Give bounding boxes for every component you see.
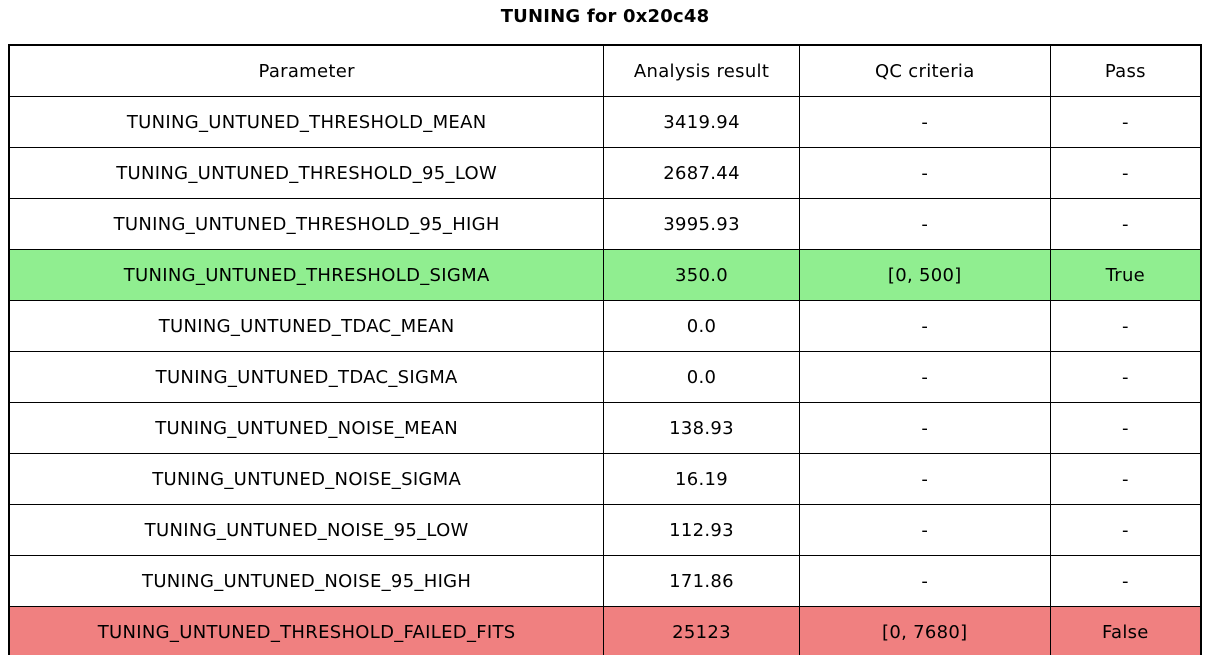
- table-row: TUNING_UNTUNED_NOISE_SIGMA 16.19- -: [8, 453, 1202, 505]
- table-row: TUNING_UNTUNED_TDAC_SIGMA 0.0- -: [8, 351, 1202, 403]
- qc-cell: [0, 500]: [798, 249, 1051, 301]
- result-cell: 3419.94: [603, 96, 800, 148]
- result-cell: 350.0: [603, 249, 800, 301]
- parameter-cell: TUNING_UNTUNED_NOISE_95_LOW: [8, 504, 605, 556]
- pass-cell: -: [1049, 96, 1202, 148]
- table-row: TUNING_UNTUNED_NOISE_95_HIGH 171.86- -: [8, 555, 1202, 607]
- table-row: TUNING_UNTUNED_THRESHOLD_MEAN 3419.94- -: [8, 96, 1202, 148]
- qc-results-table: Parameter Analysis result QC criteria Pass …: [8, 44, 1202, 655]
- result-cell: 112.93: [603, 504, 800, 556]
- pass-cell: -: [1049, 453, 1202, 505]
- result-cell: 171.86: [603, 555, 800, 607]
- parameter-cell: TUNING_UNTUNED_NOISE_MEAN: [8, 402, 605, 454]
- pass-cell: -: [1049, 504, 1202, 556]
- parameter-cell: TUNING_UNTUNED_THRESHOLD_MEAN: [8, 96, 605, 148]
- pass-cell: -: [1049, 147, 1202, 199]
- qc-cell: -: [798, 351, 1051, 403]
- result-cell: 2687.44: [603, 147, 800, 199]
- table-row: TUNING_UNTUNED_THRESHOLD_95_HIGH 3995.93-…: [8, 198, 1202, 250]
- qc-cell: -: [798, 96, 1051, 148]
- qc-cell: -: [798, 555, 1051, 607]
- qc-cell: -: [798, 300, 1051, 352]
- pass-cell: -: [1049, 402, 1202, 454]
- pass-cell: -: [1049, 351, 1202, 403]
- parameter-cell: TUNING_UNTUNED_TDAC_MEAN: [8, 300, 605, 352]
- parameter-cell: TUNING_UNTUNED_THRESHOLD_SIGMA: [8, 249, 605, 301]
- qc-cell: -: [798, 453, 1051, 505]
- table-row: TUNING_UNTUNED_THRESHOLD_FAILED_FITS 2512…: [8, 606, 1202, 655]
- qc-cell: -: [798, 402, 1051, 454]
- pass-cell: False: [1049, 606, 1202, 655]
- column-header-analysis-result: Analysis result: [603, 44, 800, 97]
- result-cell: 16.19: [603, 453, 800, 505]
- result-cell: 138.93: [603, 402, 800, 454]
- parameter-cell: TUNING_UNTUNED_NOISE_SIGMA: [8, 453, 605, 505]
- pass-cell: True: [1049, 249, 1202, 301]
- table-header-row: Parameter Analysis result QC criteria Pass: [8, 44, 1202, 97]
- qc-cell: -: [798, 147, 1051, 199]
- column-header-qc-criteria: QC criteria: [798, 44, 1051, 97]
- table-row: TUNING_UNTUNED_NOISE_95_LOW 112.93- -: [8, 504, 1202, 556]
- pass-cell: -: [1049, 300, 1202, 352]
- parameter-cell: TUNING_UNTUNED_THRESHOLD_95_LOW: [8, 147, 605, 199]
- qc-cell: -: [798, 198, 1051, 250]
- parameter-cell: TUNING_UNTUNED_TDAC_SIGMA: [8, 351, 605, 403]
- table-row: TUNING_UNTUNED_THRESHOLD_SIGMA 350.0 [0, 5…: [8, 249, 1202, 301]
- table-row: TUNING_UNTUNED_THRESHOLD_95_LOW 2687.44- -: [8, 147, 1202, 199]
- column-header-pass: Pass: [1049, 44, 1202, 97]
- column-header-parameter: Parameter: [8, 44, 605, 97]
- result-cell: 0.0: [603, 351, 800, 403]
- table-row: TUNING_UNTUNED_TDAC_MEAN 0.0- -: [8, 300, 1202, 352]
- parameter-cell: TUNING_UNTUNED_NOISE_95_HIGH: [8, 555, 605, 607]
- parameter-cell: TUNING_UNTUNED_THRESHOLD_FAILED_FITS: [8, 606, 605, 655]
- parameter-cell: TUNING_UNTUNED_THRESHOLD_95_HIGH: [8, 198, 605, 250]
- pass-cell: -: [1049, 555, 1202, 607]
- result-cell: 0.0: [603, 300, 800, 352]
- result-cell: 3995.93: [603, 198, 800, 250]
- figure-title: TUNING for 0x20c48: [500, 6, 710, 27]
- qc-cell: [0, 7680]: [798, 606, 1051, 655]
- qc-cell: -: [798, 504, 1051, 556]
- table-row: TUNING_UNTUNED_NOISE_MEAN 138.93- -: [8, 402, 1202, 454]
- pass-cell: -: [1049, 198, 1202, 250]
- result-cell: 25123: [603, 606, 800, 655]
